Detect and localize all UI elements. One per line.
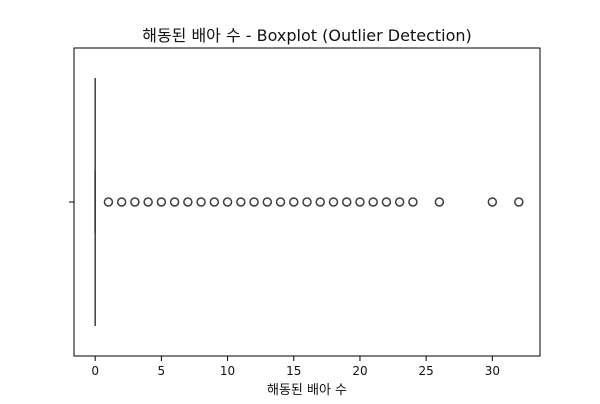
outlier-point: [355, 197, 365, 207]
outlier-point: [275, 197, 286, 207]
outlier-point: [394, 197, 405, 207]
outlier-point: [143, 197, 153, 207]
outlier-point: [408, 197, 418, 207]
outlier-point: [130, 197, 140, 207]
outlier-point: [249, 197, 259, 207]
x-tick-label: 20: [352, 364, 367, 378]
x-tick-label: 25: [419, 364, 434, 378]
x-tick-label: 0: [91, 364, 99, 378]
outlier-point: [196, 197, 206, 207]
x-tick-label: 5: [158, 364, 166, 378]
outlier-point: [236, 197, 246, 207]
outlier-point: [487, 197, 498, 207]
outlier-point: [328, 197, 339, 207]
x-tick-label: 10: [220, 364, 235, 378]
outlier-point: [289, 197, 299, 207]
outlier-point: [116, 197, 127, 207]
outlier-point: [222, 197, 233, 207]
outlier-point: [183, 197, 193, 207]
outlier-point: [341, 197, 352, 207]
outlier-group: [103, 197, 524, 207]
outlier-point: [209, 197, 220, 207]
outlier-point: [514, 197, 524, 207]
x-tick-label: 30: [485, 364, 500, 378]
x-axis-label: 해동된 배아 수: [267, 383, 347, 398]
outlier-point: [262, 197, 273, 207]
outlier-point: [103, 197, 114, 207]
outlier-point: [156, 197, 167, 207]
outlier-point: [381, 197, 392, 207]
x-axis: 0 5 10 15 20 25 30: [91, 356, 500, 378]
outlier-point: [169, 197, 180, 207]
outlier-point: [302, 197, 312, 207]
x-tick-label: 15: [286, 364, 301, 378]
outlier-point: [315, 197, 325, 207]
chart-title: 해동된 배아 수 - Boxplot (Outlier Detection): [142, 26, 472, 45]
outlier-point: [368, 197, 378, 207]
outlier-point: [434, 197, 445, 207]
